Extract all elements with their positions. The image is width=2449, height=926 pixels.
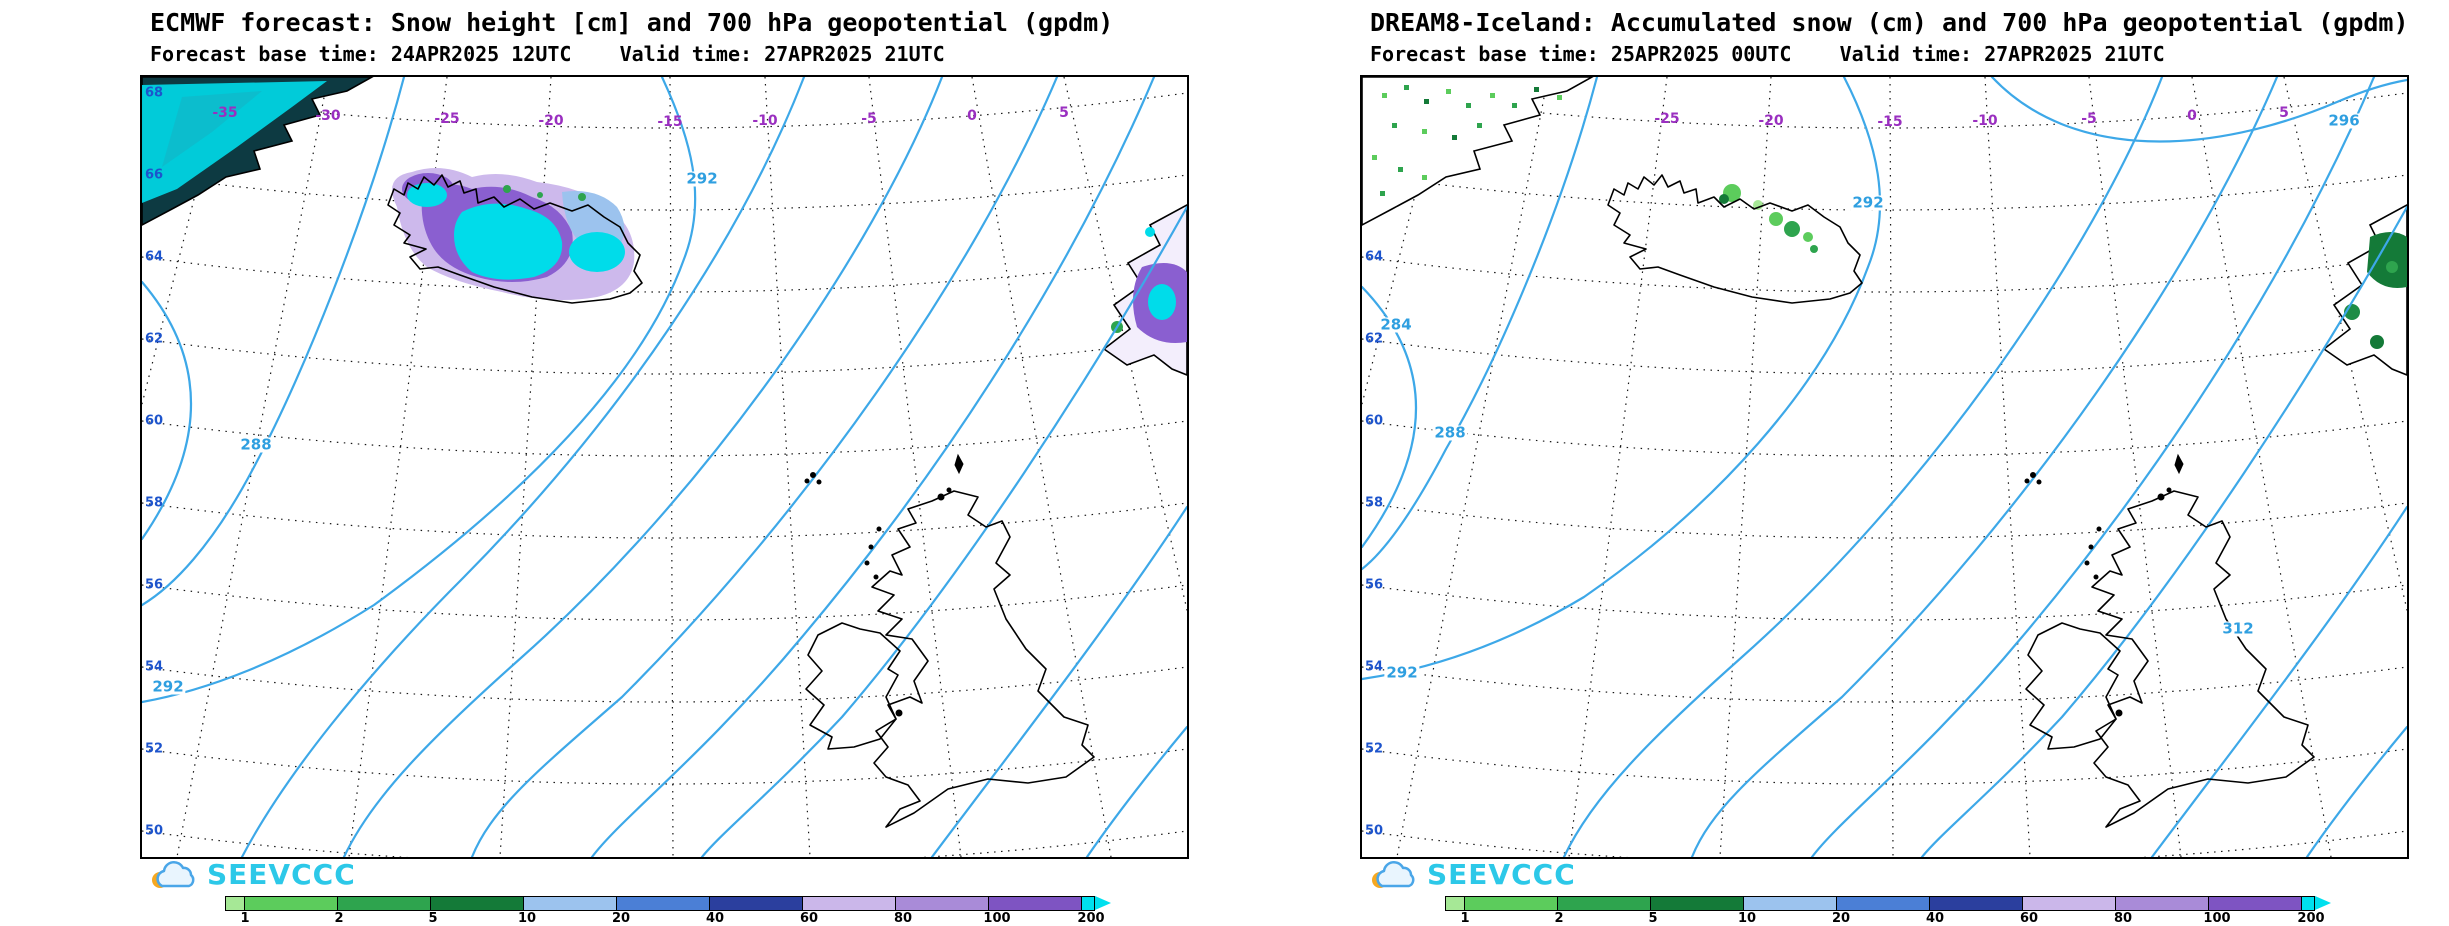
graticule (142, 77, 1187, 857)
norway-landmass (1103, 204, 1187, 376)
colorbar-arrow (1095, 896, 1111, 910)
colorbar-segment (1557, 896, 1651, 911)
colorbar-tick: 10 (1737, 911, 1757, 926)
colorbar-segment (2115, 896, 2209, 911)
colorbar-tick: 100 (2203, 911, 2231, 926)
snow-scale-labels: 1 2 5 10 20 40 60 80 100 200 (1445, 911, 2365, 926)
colorbar-tick: 80 (893, 911, 913, 926)
dream8-map-graphic (1362, 77, 2407, 857)
dream8-panel: DREAM8-Iceland: Accumulated snow (cm) an… (1220, 0, 2449, 926)
forecast-map: 68 66 64 62 60 58 56 54 52 50 -35 -30 -25 -20 -15 -10 -5… (140, 75, 1189, 859)
colorbar-segment (1929, 896, 2023, 911)
forecast-map: 64 62 60 58 56 54 52 50 -25 -20 -15 -10 -5 0 5 292 284 28… (1360, 75, 2409, 859)
snow-shading (392, 168, 635, 301)
colorbar-tick: 2 (334, 911, 344, 926)
colorbar-segment (2208, 896, 2302, 911)
logo-text: SEEVCCC (1427, 857, 1576, 891)
cloud-icon (1372, 861, 1415, 888)
snow-scale-labels: 1 2 5 10 20 40 60 80 100 200 (225, 911, 1145, 926)
cloud-icon (152, 861, 195, 888)
colorbar-segment (1081, 896, 1095, 911)
colorbar-tick: 200 (2297, 911, 2325, 926)
colorbar-segment (225, 896, 245, 911)
panel-title: ECMWF forecast: Snow height [cm] and 700… (150, 8, 1114, 37)
seevccc-logo: SEEVCCC (148, 856, 356, 892)
colorbar-segment (709, 896, 803, 911)
panel-title: DREAM8-Iceland: Accumulated snow (cm) an… (1370, 8, 2409, 37)
seevccc-logo: SEEVCCC (1368, 856, 1576, 892)
colorbar-segment (616, 896, 710, 911)
panel-subtitle: Forecast base time: 25APR2025 00UTC Vali… (1370, 42, 2165, 66)
snow-shading (1719, 184, 1818, 253)
colorbar-segment (244, 896, 338, 911)
colorbar-tick: 1 (1460, 911, 1470, 926)
colorbar-segment (1650, 896, 1744, 911)
ecmwf-panel: ECMWF forecast: Snow height [cm] and 700… (140, 8, 1189, 926)
colorbar-segment (1743, 896, 1837, 911)
geopotential-contours (142, 77, 1187, 857)
colorbar-tick: 2 (1554, 911, 1564, 926)
geopotential-contours (1362, 77, 2407, 857)
colorbar-tick: 60 (799, 911, 819, 926)
colorbar-tick: 60 (2019, 911, 2039, 926)
colorbar-segment (430, 896, 524, 911)
snow-color-scale (225, 896, 1111, 911)
colorbar-segment (2022, 896, 2116, 911)
colorbar-segment (523, 896, 617, 911)
ecmwf-map-graphic (142, 77, 1187, 857)
colorbar-tick: 200 (1077, 911, 1105, 926)
colorbar-tick: 40 (1925, 911, 1945, 926)
colorbar-tick: 40 (705, 911, 725, 926)
coastlines (1607, 174, 2315, 828)
snow-color-scale (1445, 896, 2331, 911)
logo-text: SEEVCCC (207, 857, 356, 891)
panel-subtitle: Forecast base time: 24APR2025 12UTC Vali… (150, 42, 945, 66)
colorbar-segment (1445, 896, 1465, 911)
colorbar-tick: 10 (517, 911, 537, 926)
greenland-landmass (142, 77, 373, 226)
colorbar-tick: 20 (1831, 911, 1851, 926)
greenland-landmass (1362, 77, 1593, 226)
colorbar-segment (802, 896, 896, 911)
colorbar-tick: 5 (1648, 911, 1658, 926)
colorbar-segment (337, 896, 431, 911)
colorbar-tick: 5 (428, 911, 438, 926)
colorbar-segment (1836, 896, 1930, 911)
colorbar-segment (895, 896, 989, 911)
snow-speckles (1372, 85, 1562, 196)
colorbar-tick: 100 (983, 911, 1011, 926)
colorbar-segment (988, 896, 1082, 911)
colorbar-tick: 1 (240, 911, 250, 926)
colorbar-tick: 20 (611, 911, 631, 926)
graticule (1362, 77, 2407, 857)
norway-landmass (2323, 204, 2407, 376)
colorbar-segment (2301, 896, 2315, 911)
colorbar-tick: 80 (2113, 911, 2133, 926)
colorbar-arrow (2315, 896, 2331, 910)
colorbar-segment (1464, 896, 1558, 911)
